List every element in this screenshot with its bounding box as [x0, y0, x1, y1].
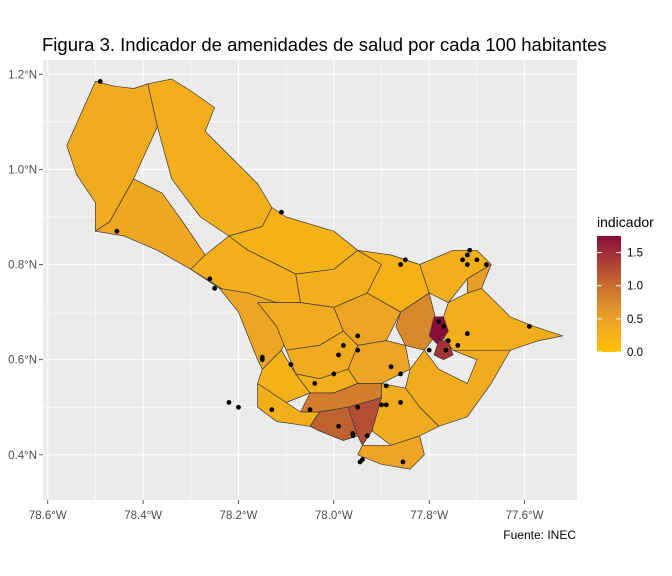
- facility-point: [402, 257, 408, 263]
- facility-point: [312, 381, 318, 386]
- facility-point: [464, 331, 470, 336]
- facility-point: [226, 400, 232, 405]
- legend-label: 1.0: [627, 281, 643, 293]
- facility-point: [259, 357, 265, 363]
- facility-point: [398, 371, 403, 377]
- y-tick-label: 1.2°N: [8, 69, 37, 81]
- facility-point: [307, 407, 313, 413]
- facility-point: [474, 257, 480, 263]
- facility-point: [269, 407, 275, 413]
- facility-point: [383, 402, 389, 408]
- facility-point: [331, 371, 337, 377]
- facility-point: [212, 285, 218, 291]
- facility-point: [460, 257, 465, 263]
- facility-point: [526, 323, 532, 329]
- y-tick-label: 1.0°N: [8, 164, 37, 176]
- y-tick-label: 0.8°N: [8, 260, 37, 272]
- point-layer: [97, 79, 532, 465]
- x-tick-label: 77.8°W: [410, 510, 448, 522]
- x-tick-label: 77.6°W: [506, 510, 544, 522]
- facility-point: [426, 347, 432, 353]
- facility-point: [379, 402, 384, 408]
- y-tick-label: 0.4°N: [8, 450, 37, 462]
- facility-point: [364, 433, 370, 439]
- legend-label: 1.5: [627, 248, 643, 260]
- facility-point: [464, 252, 470, 258]
- legend-colorbar: [597, 236, 621, 352]
- region-layer: [66, 78, 564, 470]
- region-27: [357, 435, 425, 470]
- facility-point: [455, 343, 461, 348]
- facility-point: [355, 347, 361, 353]
- facility-point: [336, 352, 342, 358]
- facility-point: [340, 343, 346, 348]
- facility-point: [445, 338, 451, 344]
- facility-point: [357, 459, 363, 465]
- facility-point: [207, 276, 213, 282]
- x-tick-label: 78.4°W: [124, 510, 162, 522]
- x-tick-label: 78.2°W: [220, 510, 258, 522]
- facility-point: [278, 209, 284, 215]
- facility-point: [443, 347, 449, 353]
- x-axis: 78.6°W 78.4°W 78.2°W 78.0°W 77.8°W 77.6°W: [29, 500, 544, 522]
- facility-point: [288, 362, 294, 367]
- facility-point: [467, 247, 473, 253]
- facility-point: [464, 262, 470, 267]
- x-tick-label: 78.0°W: [315, 510, 353, 522]
- facility-point: [400, 459, 406, 465]
- region-2: [147, 78, 273, 237]
- legend-label: 0.0: [627, 347, 643, 359]
- facility-point: [388, 364, 394, 370]
- facility-point: [398, 400, 403, 405]
- facility-point: [336, 423, 342, 429]
- source-caption: Fuente: INEC: [503, 528, 576, 542]
- facility-point: [383, 383, 389, 389]
- facility-point: [398, 262, 403, 267]
- x-tick-label: 78.6°W: [29, 510, 67, 522]
- facility-point: [350, 431, 356, 436]
- y-tick-label: 0.6°N: [8, 355, 37, 367]
- facility-point: [355, 333, 361, 339]
- y-axis: 0.4°N 0.6°N 0.8°N 1.0°N 1.2°N: [8, 69, 43, 462]
- facility-point: [236, 404, 241, 410]
- facility-point: [97, 79, 103, 84]
- facility-point: [436, 319, 442, 325]
- legend: indicador 1.5 1.0 0.5 0.0: [597, 214, 654, 359]
- legend-title: indicador: [597, 214, 654, 230]
- facility-point: [114, 228, 120, 234]
- region-26: [371, 383, 440, 446]
- facility-point: [484, 262, 489, 267]
- facility-point: [441, 323, 446, 329]
- facility-point: [355, 404, 361, 410]
- legend-label: 0.5: [627, 314, 643, 326]
- figure-title: Figura 3. Indicador de amenidades de sal…: [42, 34, 607, 55]
